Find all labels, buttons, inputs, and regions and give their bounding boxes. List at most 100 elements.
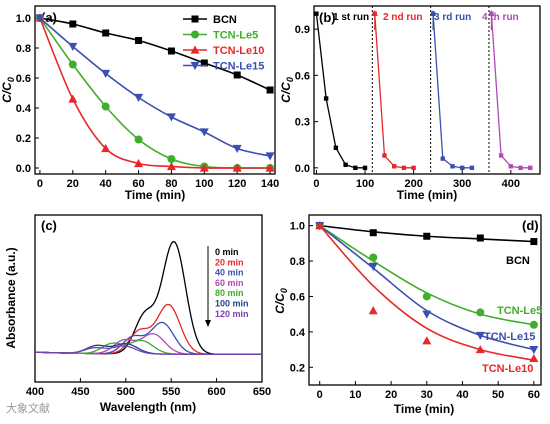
panel-b-ytick-label: 0.3: [295, 117, 310, 129]
panel-b-xtick-label: 300: [453, 178, 471, 190]
panel-d-xlabel: Time (min): [394, 402, 454, 416]
panel-d-point-TCN-Le5: [476, 308, 485, 317]
panel-d-series-labels: BCN TCN-Le5 TCN-Le15 TCN-Le10: [482, 255, 542, 375]
panel-a-point-BCN: [200, 59, 208, 67]
panel-a-point-BCN: [135, 37, 143, 44]
panel-b-run-label: 3 rd run: [434, 12, 471, 23]
panel-a-legend-label: TCN-Le5: [213, 30, 258, 42]
panel-a-point-TCN-Le5: [101, 102, 110, 111]
panel-a-legend-label: TCN-Le15: [213, 61, 264, 73]
panel-b-point: [518, 165, 523, 171]
panel-b-point: [440, 156, 445, 161]
panel-b-run-arrowhead: [488, 10, 495, 16]
panel-d-point-BCN: [423, 232, 431, 240]
panel-d-point-BCN: [530, 238, 538, 246]
panel-d-fit-TCN-Le10: [319, 225, 535, 361]
panel-d-ytick-label: 0.6: [290, 291, 305, 303]
panel-b-point: [362, 165, 368, 171]
panel-c-xtick-label: 400: [26, 386, 44, 398]
panel-c-chart: (c) Absorbance (a.u.) Wavelength (nm) 40…: [4, 214, 271, 414]
panel-a-ytick-label: 0.4: [16, 103, 32, 115]
panel-b-xtick-label: 200: [404, 178, 422, 190]
panel-a-point-BCN: [102, 29, 110, 37]
panel-a-point-TCN-Le10: [265, 163, 275, 172]
panel-d-point-BCN: [369, 229, 377, 237]
panel-a-point-BCN: [69, 20, 77, 28]
panel-a-label: (a): [41, 10, 57, 25]
panel-b-xtick-label: 400: [502, 178, 520, 190]
panel-a-point-TCN-Le15: [265, 152, 275, 161]
panel-a-point-BCN: [266, 86, 274, 94]
panel-b-run-line: [315, 13, 366, 169]
panel-a-legend-label: BCN: [213, 14, 237, 26]
panel-b-run-arrowhead: [430, 10, 437, 16]
panel-a-point-TCN-Le10: [199, 163, 209, 172]
panel-b-run-label: 1 st run: [333, 12, 369, 23]
panel-a-ytick-label: 0.6: [16, 73, 31, 85]
panel-d-xtick-label: 60: [528, 389, 540, 401]
panel-d-point-TCN-Le5: [369, 253, 378, 262]
panel-a-legend-marker: [191, 30, 199, 39]
panel-d-point-TCN-Le10: [529, 353, 539, 363]
panel-b-run-arrowhead: [371, 10, 378, 16]
panel-a-legend-marker: [190, 45, 200, 54]
panel-b-point: [391, 164, 397, 169]
panel-c-legend-label: 80 min: [215, 288, 244, 298]
panel-b-point: [450, 164, 455, 169]
panel-b-point: [411, 165, 416, 171]
panel-c-xtick-label: 650: [253, 386, 271, 398]
panel-a-point-TCN-Le5: [68, 60, 77, 69]
panel-d-point-TCN-Le10: [315, 221, 325, 230]
panel-d-point-TCN-Le15: [368, 262, 378, 271]
panel-c-legend-label: 100 min: [215, 299, 249, 309]
panel-d-point-TCN-Le15: [475, 331, 485, 340]
panel-d-point-TCN-Le10: [422, 336, 432, 345]
panel-a-ytick-label: 0.8: [16, 43, 31, 55]
panel-a-point-TCN-Le10: [68, 94, 78, 103]
panel-c-legend-arrowhead: [205, 320, 211, 327]
panel-d-point-TCN-Le10: [368, 306, 378, 315]
panel-b-run-line: [374, 13, 414, 169]
panel-a-point-TCN-Le10: [232, 163, 242, 172]
watermark: 大象文献: [6, 401, 50, 415]
panel-c-legend-label: 20 min: [215, 257, 244, 267]
panel-c-ylabel: Absorbance (a.u.): [4, 247, 18, 348]
panel-c-spectrum-60 min: [34, 333, 263, 355]
panel-d-series-label: TCN-Le15: [484, 331, 535, 343]
panel-b-point: [343, 162, 348, 167]
panel-b-point: [314, 11, 319, 16]
panel-c-legend-label: 120 min: [215, 309, 249, 319]
panel-a-point-TCN-Le15: [134, 93, 144, 102]
panel-a-legend-marker: [190, 61, 200, 70]
panel-b-ytick-label: 0.9: [295, 24, 310, 36]
panel-c-xtick-label: 600: [207, 386, 225, 398]
panel-d-xtick-label: 20: [385, 389, 397, 401]
panel-d-series-label: TCN-Le10: [482, 363, 533, 375]
panel-c-spectrum-120 min: [34, 345, 263, 355]
panel-a-xtick-label: 20: [67, 178, 79, 190]
panel-c-xtick-label: 500: [117, 386, 135, 398]
panel-a-point-BCN: [233, 71, 241, 79]
panel-a-xtick-label: 80: [165, 178, 177, 190]
panel-d-xtick-label: 50: [492, 389, 504, 401]
panel-a-point-BCN: [167, 47, 175, 55]
panel-c-legend-label: 60 min: [215, 278, 244, 288]
panel-a-point-TCN-Le15: [166, 113, 176, 122]
panel-b-ytick-label: 0.6: [295, 70, 310, 82]
panel-d-series-label: TCN-Le5: [497, 305, 542, 317]
panel-c-label: (c): [41, 218, 57, 233]
panel-d-series-label: BCN: [506, 255, 530, 267]
panel-d-label: (d): [522, 218, 539, 233]
panel-a-xtick-label: 0: [37, 178, 43, 190]
panel-d-ytick-label: 1.0: [290, 221, 305, 233]
panel-a-point-TCN-Le5: [167, 155, 176, 163]
panel-b-point: [401, 165, 407, 171]
panel-a-legend-marker: [191, 15, 199, 23]
panel-c-xtick-label: 450: [71, 386, 89, 398]
panel-a-xtick-label: 40: [100, 178, 112, 190]
panel-b-chart: (b) C/C0 Time (min) 0 100 200 300 400 0.0 0.3 0…: [279, 5, 541, 202]
panel-a-point-TCN-Le10: [166, 162, 176, 171]
panel-d-point-TCN-Le10: [475, 345, 485, 354]
